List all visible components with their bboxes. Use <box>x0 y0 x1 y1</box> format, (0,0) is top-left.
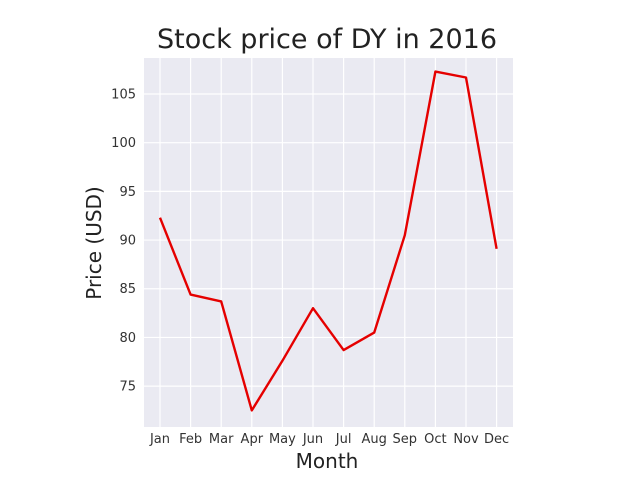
y-tick-label: 85 <box>119 282 136 297</box>
x-tick-label: Jun <box>302 432 323 447</box>
x-tick-label: Mar <box>209 432 234 447</box>
y-tick-label: 75 <box>119 380 136 395</box>
x-tick-label: Aug <box>362 432 387 447</box>
y-tick-label: 105 <box>111 88 136 103</box>
y-tick-label: 100 <box>111 136 136 151</box>
plot-area-background <box>144 58 513 427</box>
grid-lines <box>144 58 513 427</box>
y-tick-label: 95 <box>119 185 136 200</box>
x-tick-label: Dec <box>484 432 509 447</box>
x-tick-label: Sep <box>393 432 418 447</box>
x-tick-label: Nov <box>453 432 479 447</box>
y-tick-labels: 75 80 85 90 95 100 105 <box>111 88 136 395</box>
x-tick-label: Apr <box>241 432 264 447</box>
y-tick-label: 80 <box>119 331 136 346</box>
x-tick-label: Jul <box>335 432 352 447</box>
y-axis-label: Price (USD) <box>82 186 106 300</box>
x-tick-labels: Jan Feb Mar Apr May Jun Jul Aug Sep Oct Nov Dec <box>149 432 509 447</box>
series-line <box>158 70 498 412</box>
x-tick-label: Feb <box>179 432 202 447</box>
x-tick-label: Oct <box>424 432 446 447</box>
x-tick-label: May <box>269 432 296 447</box>
series-layer <box>158 70 498 412</box>
x-tick-label: Jan <box>149 432 170 447</box>
x-axis-label: Month <box>296 449 359 473</box>
y-tick-label: 90 <box>119 234 136 249</box>
chart-title: Stock price of DY in 2016 <box>157 24 497 55</box>
